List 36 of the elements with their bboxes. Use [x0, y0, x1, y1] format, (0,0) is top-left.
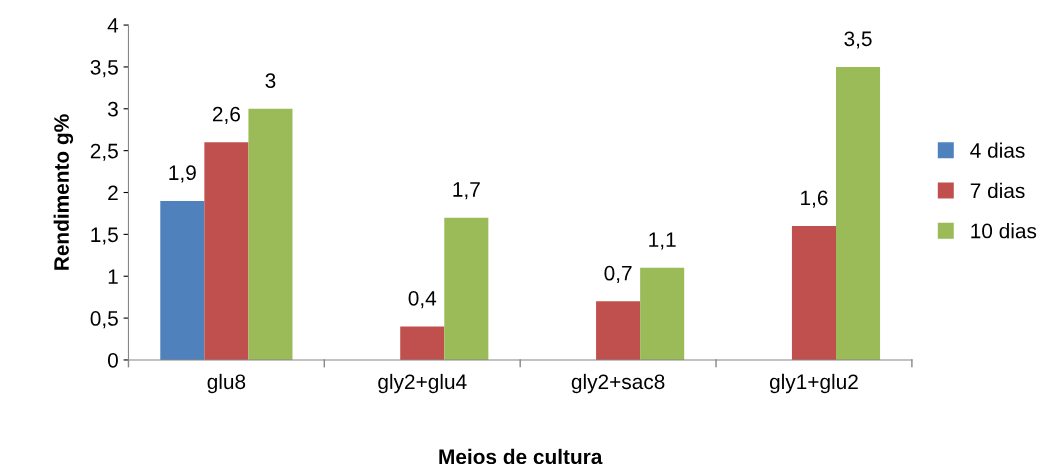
bar — [248, 108, 293, 360]
y-tick-label: 2,5 — [90, 143, 118, 161]
data-label: 1,7 — [453, 182, 480, 200]
y-tick-label: 0,5 — [90, 311, 118, 329]
y-tick-label: 2 — [108, 185, 118, 201]
bar — [444, 217, 489, 360]
data-label: 1,6 — [801, 190, 828, 208]
data-label: 1,9 — [169, 165, 196, 183]
y-tick-label: 3 — [107, 101, 118, 117]
y-tick-label: 1 — [108, 269, 118, 284]
y-axis-title: Rendimento g% — [53, 114, 74, 270]
data-label: 3,5 — [844, 31, 872, 49]
data-label: 3 — [265, 73, 276, 89]
bar — [640, 267, 685, 360]
bar — [204, 142, 249, 360]
x-tick-label: gly1+glu2 — [769, 373, 858, 394]
x-tick-label: gly2+glu4 — [378, 373, 467, 394]
data-label: 0,7 — [604, 265, 632, 284]
data-label: 1,1 — [649, 232, 676, 250]
bar — [400, 326, 445, 360]
x-tick-label: gly2+sac8 — [571, 373, 665, 394]
legend-label: 10 dias — [971, 223, 1037, 239]
bar — [836, 66, 881, 360]
legend-label: 4 dias — [970, 142, 1025, 158]
y-tick-label: 1,5 — [91, 227, 118, 245]
bar — [791, 226, 836, 360]
x-tick-label: glu8 — [207, 373, 246, 394]
bar — [596, 301, 641, 360]
y-tick-label: 3,5 — [90, 59, 118, 78]
data-label: 0,4 — [408, 290, 437, 309]
legend-label: 7 dias — [970, 182, 1025, 199]
y-tick-label: 4 — [107, 18, 119, 33]
x-axis-title: Meios de cultura — [439, 448, 603, 465]
bar — [160, 200, 205, 360]
y-tick-label: 0 — [107, 352, 118, 368]
data-label: 2,6 — [212, 106, 240, 124]
